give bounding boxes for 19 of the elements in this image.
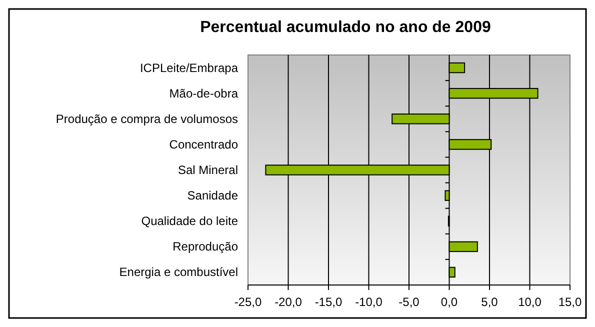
chart-title: Percentual acumulado no ano de 2009	[200, 19, 491, 36]
x-tick-label: -5,0	[398, 295, 420, 309]
x-tick-label: 5,0	[481, 295, 498, 309]
x-tick-label: -25,0	[234, 295, 262, 309]
y-tick-label: Qualidade do leite	[141, 214, 238, 228]
y-tick-label: Produção e compra de volumosos	[56, 112, 238, 126]
y-tick-label: Sal Mineral	[178, 163, 238, 177]
x-tick-label: -15,0	[314, 295, 342, 309]
y-tick-label: Concentrado	[169, 137, 238, 152]
x-tick-label: -10,0	[355, 295, 383, 309]
x-tick-label: 15,0	[558, 295, 582, 309]
y-tick-label: ICPLeite/Embrapa	[140, 60, 238, 75]
y-tick-label: Reprodução	[172, 240, 238, 254]
x-tick-label: 0,0	[440, 295, 458, 309]
y-tick-label: Mão-de-obra	[169, 86, 238, 100]
y-tick-label: Energia e combustível	[119, 265, 238, 280]
y-tick-label: Sanidade	[187, 188, 238, 203]
x-tick-label: -20,0	[274, 295, 302, 309]
x-tick-label: 10,0	[518, 295, 542, 309]
